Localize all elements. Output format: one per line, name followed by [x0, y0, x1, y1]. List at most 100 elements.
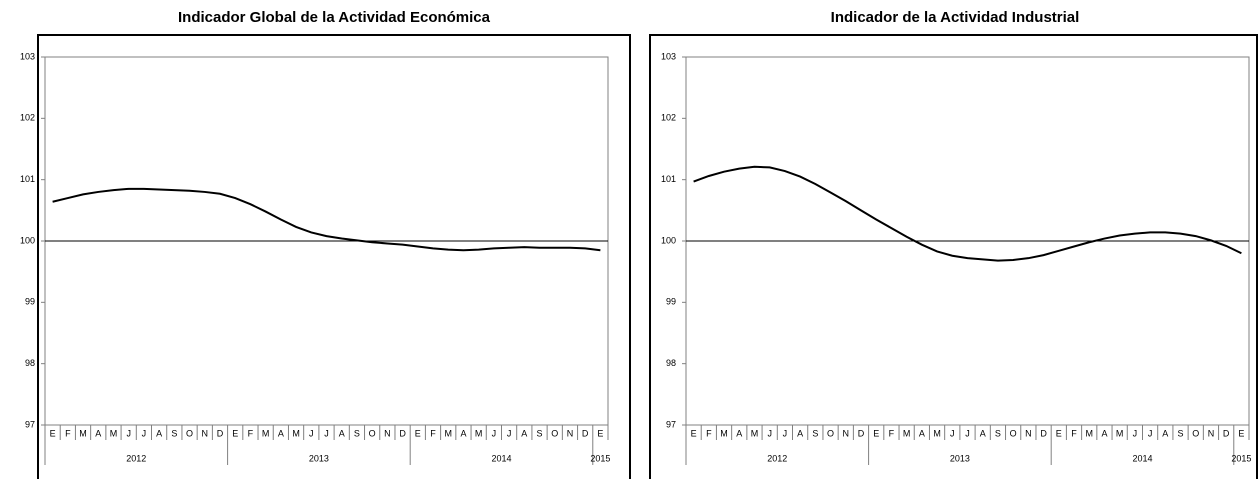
x-tick-label: J: [126, 428, 131, 438]
x-tick-label: M: [262, 428, 270, 438]
data-line: [693, 165, 1242, 262]
x-tick-label: M: [1116, 428, 1124, 438]
x-tick-label: J: [324, 428, 329, 438]
x-tick-label: A: [339, 428, 345, 438]
year-label: 2012: [126, 453, 146, 463]
x-tick-label: M: [444, 428, 452, 438]
x-tick-label: A: [278, 428, 284, 438]
x-tick-label: N: [1208, 428, 1215, 438]
x-tick-label: M: [751, 428, 759, 438]
x-tick-label: F: [248, 428, 254, 438]
y-tick-label: 101: [20, 174, 35, 184]
y-tick-label: 98: [25, 358, 35, 368]
x-tick-label: A: [521, 428, 527, 438]
x-tick-label: E: [415, 428, 421, 438]
x-tick-label: F: [706, 428, 712, 438]
x-tick-label: A: [736, 428, 742, 438]
x-tick-label: J: [507, 428, 512, 438]
x-tick-label: O: [827, 428, 834, 438]
x-tick-label: O: [369, 428, 376, 438]
x-tick-label: N: [384, 428, 391, 438]
y-tick-label: 99: [25, 297, 35, 307]
x-tick-label: J: [142, 428, 147, 438]
x-tick-label: J: [1133, 428, 1138, 438]
x-tick-label: M: [110, 428, 118, 438]
x-tick-label: D: [217, 428, 224, 438]
x-tick-label: O: [1192, 428, 1199, 438]
x-tick-label: A: [156, 428, 162, 438]
x-tick-label: A: [980, 428, 986, 438]
x-tick-label: S: [812, 428, 818, 438]
x-tick-label: A: [797, 428, 803, 438]
year-label: 2015: [590, 453, 610, 463]
x-tick-label: S: [354, 428, 360, 438]
x-tick-label: O: [1010, 428, 1017, 438]
x-tick-label: N: [567, 428, 574, 438]
x-tick-label: M: [720, 428, 728, 438]
x-tick-label: M: [475, 428, 483, 438]
x-tick-label: A: [1162, 428, 1168, 438]
x-tick-label: M: [1085, 428, 1093, 438]
x-tick-label: E: [1238, 428, 1244, 438]
year-label: 2012: [767, 453, 787, 463]
x-tick-label: E: [1056, 428, 1062, 438]
x-tick-label: M: [903, 428, 911, 438]
x-tick-label: J: [950, 428, 955, 438]
x-tick-label: S: [995, 428, 1001, 438]
y-tick-label: 102: [20, 113, 35, 123]
x-tick-label: E: [691, 428, 697, 438]
y-tick-label: 103: [661, 51, 676, 61]
x-tick-label: N: [202, 428, 209, 438]
x-tick-label: J: [309, 428, 314, 438]
x-tick-label: F: [1071, 428, 1077, 438]
x-tick-label: M: [79, 428, 87, 438]
x-tick-label: S: [171, 428, 177, 438]
chart-title: Indicador de la Actividad Industrial: [831, 9, 1080, 26]
x-tick-label: F: [430, 428, 436, 438]
x-tick-label: A: [1101, 428, 1107, 438]
x-tick-label: S: [1178, 428, 1184, 438]
x-tick-label: O: [186, 428, 193, 438]
x-tick-label: D: [1223, 428, 1230, 438]
x-tick-label: D: [858, 428, 865, 438]
y-tick-label: 97: [666, 419, 676, 429]
x-tick-label: F: [889, 428, 895, 438]
y-tick-label: 102: [661, 113, 676, 123]
chart-title: Indicador Global de la Actividad Económi…: [178, 9, 491, 26]
y-tick-label: 99: [666, 297, 676, 307]
x-tick-label: D: [1040, 428, 1047, 438]
x-tick-label: A: [919, 428, 925, 438]
x-tick-label: M: [933, 428, 941, 438]
x-tick-label: J: [767, 428, 772, 438]
x-tick-label: N: [843, 428, 850, 438]
x-tick-label: E: [232, 428, 238, 438]
y-tick-label: 101: [661, 174, 676, 184]
year-label: 2015: [1231, 453, 1251, 463]
x-tick-label: O: [551, 428, 558, 438]
chart-frame: [649, 34, 1258, 479]
year-label: 2013: [950, 453, 970, 463]
x-tick-label: D: [582, 428, 589, 438]
y-tick-label: 100: [661, 235, 676, 245]
y-tick-label: 98: [666, 358, 676, 368]
x-tick-label: M: [292, 428, 300, 438]
x-tick-label: E: [597, 428, 603, 438]
year-label: 2014: [1132, 453, 1152, 463]
x-tick-label: J: [965, 428, 970, 438]
x-tick-label: E: [873, 428, 879, 438]
x-tick-label: A: [460, 428, 466, 438]
y-tick-label: 103: [20, 51, 35, 61]
year-label: 2013: [309, 453, 329, 463]
x-tick-label: J: [1148, 428, 1153, 438]
x-tick-label: S: [537, 428, 543, 438]
x-tick-label: J: [492, 428, 497, 438]
data-line: [52, 187, 601, 252]
y-tick-label: 97: [25, 419, 35, 429]
y-tick-label: 100: [20, 235, 35, 245]
x-tick-label: F: [65, 428, 71, 438]
year-label: 2014: [491, 453, 511, 463]
x-tick-label: A: [95, 428, 101, 438]
x-tick-label: E: [50, 428, 56, 438]
chart-frame: [37, 34, 631, 479]
